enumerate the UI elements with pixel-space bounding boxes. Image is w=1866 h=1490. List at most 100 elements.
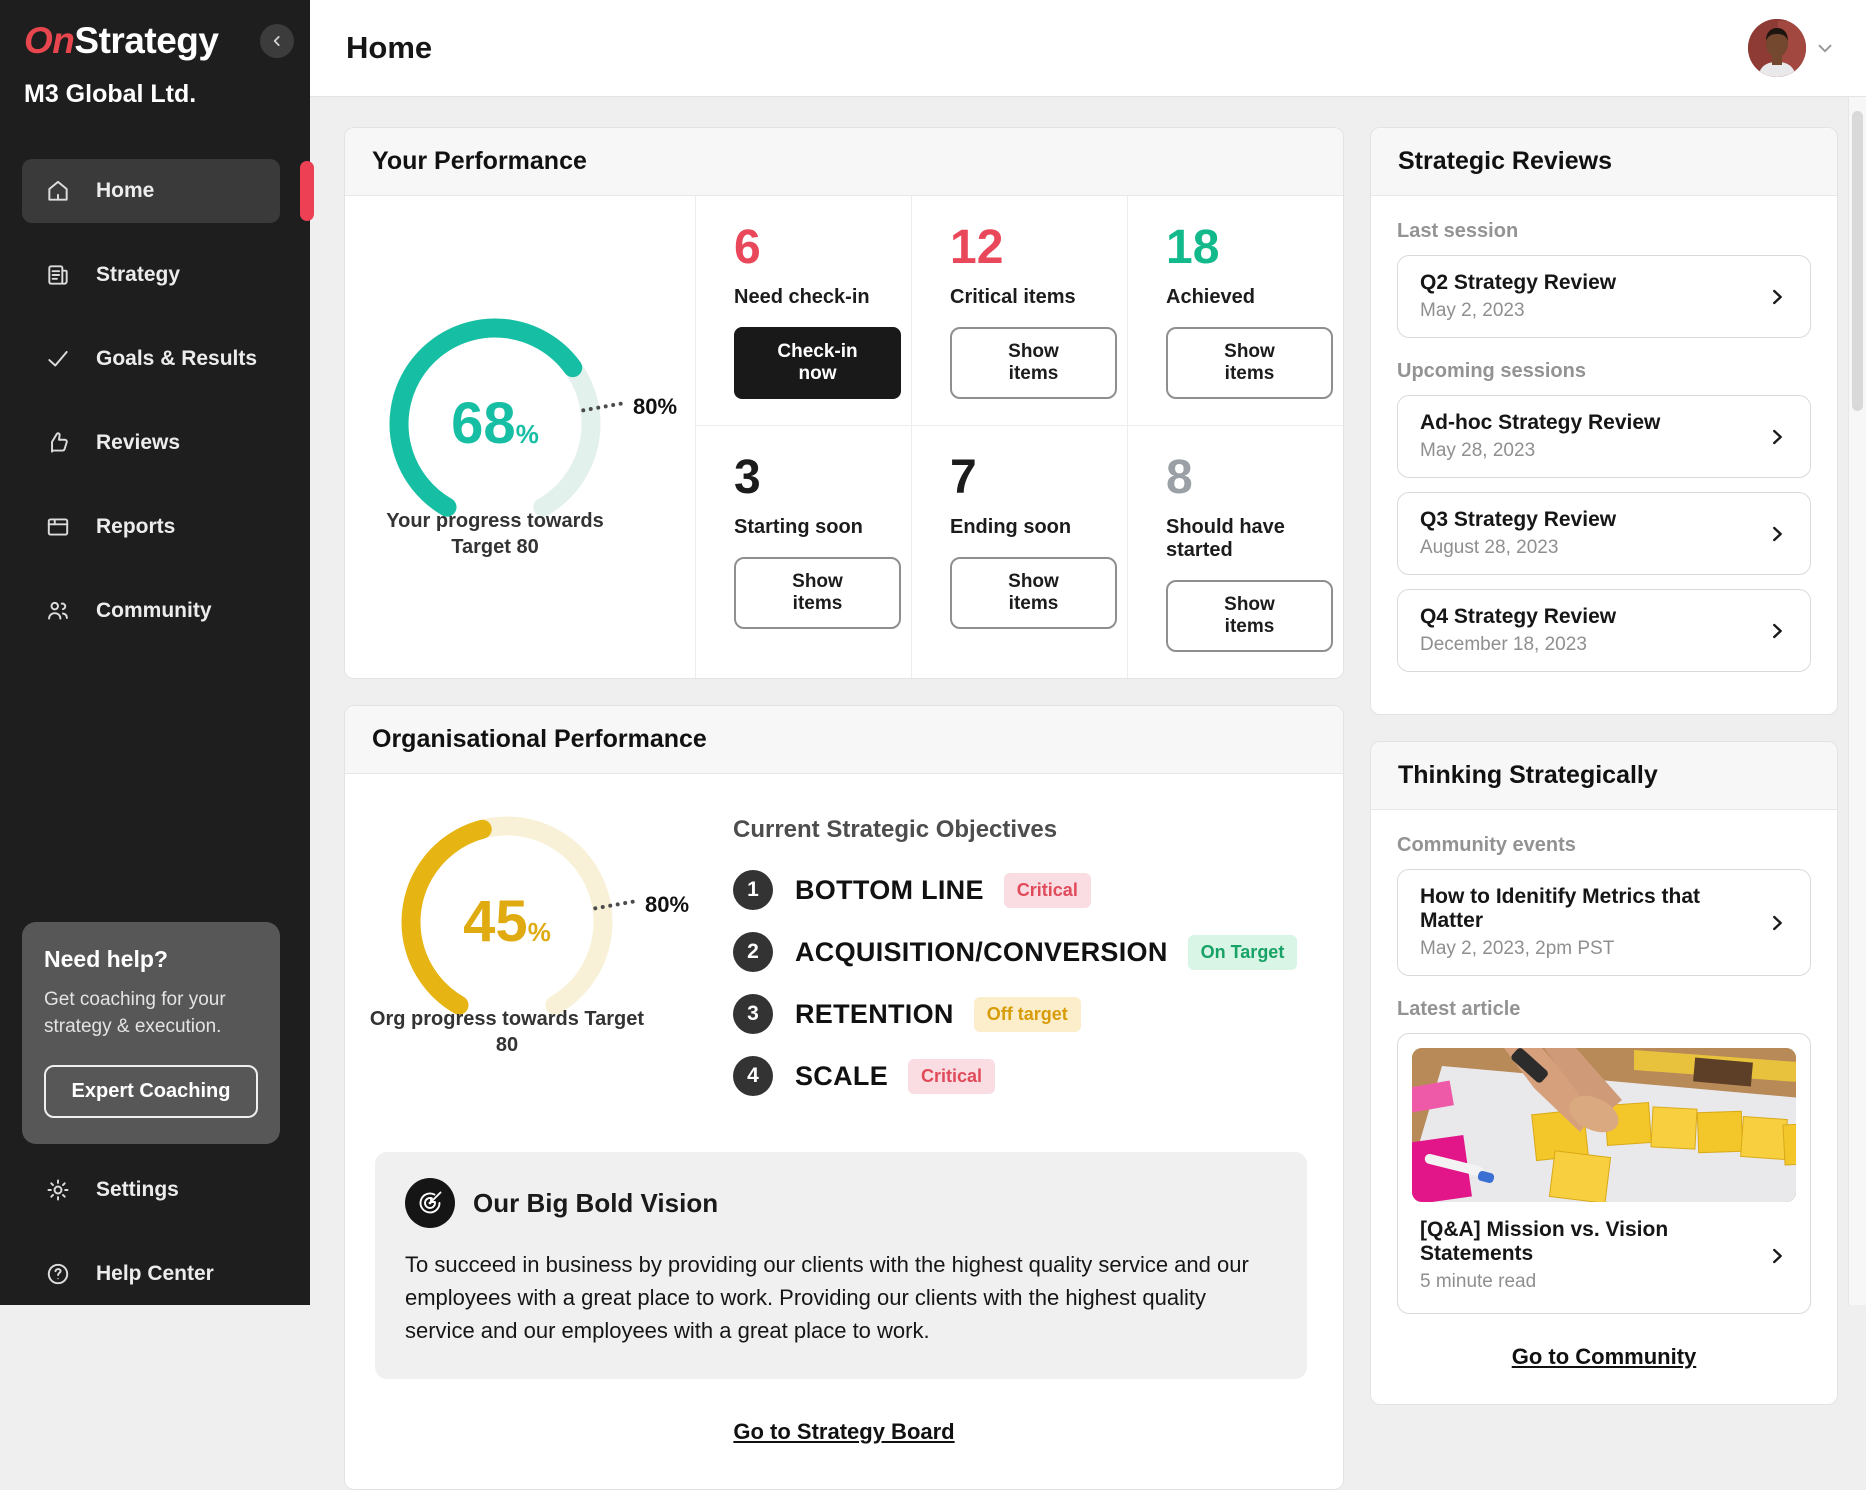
show-items-button[interactable]: Show items [734, 557, 901, 629]
sidebar-item-strategy[interactable]: Strategy [22, 243, 280, 307]
sidebar-item-home[interactable]: Home [22, 159, 314, 223]
sidebar-item-settings[interactable]: Settings [22, 1158, 280, 1222]
sidebar-item-help-center[interactable]: Help Center [22, 1242, 280, 1306]
objective-acquisition-conversion[interactable]: 2 ACQUISITION/CONVERSION On Target [733, 932, 1298, 972]
status-badge: Critical [908, 1058, 996, 1094]
company-name: M3 Global Ltd. [24, 80, 197, 108]
show-items-button[interactable]: Show items [1166, 327, 1333, 399]
go-to-community-link[interactable]: Go to Community [1511, 1344, 1697, 1369]
review-item-q4[interactable]: Q4 Strategy Review December 18, 2023 [1397, 589, 1811, 672]
chevron-right-icon [1766, 620, 1788, 642]
latest-article-label: Latest article [1397, 998, 1521, 1020]
objective-label: RETENTION [795, 998, 954, 1029]
gauge-arc [389, 318, 601, 530]
review-item-adhoc[interactable]: Ad-hoc Strategy Review May 28, 2023 [1397, 395, 1811, 478]
expert-coaching-button[interactable]: Expert Coaching [44, 1064, 258, 1118]
review-title: Q2 Strategy Review [1420, 271, 1617, 294]
vision-text: To succeed in business by providing our … [405, 1252, 1249, 1343]
strategy-icon [44, 261, 72, 289]
chevron-down-icon[interactable] [1814, 37, 1836, 59]
scrollbar-thumb[interactable] [1852, 111, 1863, 411]
gauge-arc [401, 816, 613, 1028]
logo-row: OnStrategy [0, 0, 310, 62]
show-items-button[interactable]: Show items [950, 327, 1117, 399]
sidebar-item-reports[interactable]: Reports [22, 495, 280, 559]
stat-value: 3 [734, 451, 761, 504]
org-performance-card: Organisational Performance 45 [344, 705, 1344, 1490]
need-help-title: Need help? [44, 946, 168, 972]
sidebar-item-label: Goals & Results [96, 347, 258, 370]
reports-icon [44, 513, 72, 541]
vision-head: Our Big Bold Vision [405, 1178, 1277, 1228]
status-badge: On Target [1187, 934, 1298, 970]
show-items-button[interactable]: Show items [1166, 580, 1333, 652]
review-item-text: Q2 Strategy Review May 2, 2023 [1420, 271, 1756, 322]
sidebar-bottom-nav: Settings Help Center [22, 1158, 280, 1326]
target-marker: 80% [592, 892, 733, 918]
sidebar-item-community[interactable]: Community [22, 579, 280, 643]
page-title: Home [346, 30, 433, 65]
event-date: May 2, 2023, 2pm PST [1420, 938, 1615, 959]
objective-scale[interactable]: 4 SCALE Critical [733, 1056, 1297, 1096]
show-items-button[interactable]: Show items [950, 557, 1117, 629]
home-icon [44, 177, 72, 205]
scrollbar[interactable] [1848, 97, 1866, 1305]
objective-bottom-line[interactable]: 1 BOTTOM LINE Critical [733, 870, 1297, 910]
chevron-right-icon [1766, 1245, 1788, 1267]
check-in-now-button[interactable]: Check-in now [734, 327, 901, 399]
user-menu[interactable] [1748, 19, 1836, 77]
sidebar-item-label: Reviews [96, 431, 181, 454]
gauge-value: 68 % [379, 308, 611, 540]
sidebar-item-goals-results[interactable]: Goals & Results [22, 327, 280, 391]
question-circle-icon [44, 1260, 72, 1288]
review-item-q3[interactable]: Q3 Strategy Review August 28, 2023 [1397, 492, 1811, 575]
review-title: Q3 Strategy Review [1420, 508, 1617, 531]
your-performance-body: 68 % 80% Your progress towards Target 80… [345, 196, 1343, 678]
org-progress-gauge: 45 % 80% Org progress towards Target 80 [370, 806, 689, 1068]
gauge-unit: % [527, 916, 551, 947]
event-title: How to Idenitify Metrics that Matter [1420, 885, 1701, 932]
review-item-q2[interactable]: Q2 Strategy Review May 2, 2023 [1397, 255, 1811, 338]
community-event-item[interactable]: How to Idenitify Metrics that Matter May… [1397, 869, 1811, 976]
content: Your Performance 68 [310, 97, 1866, 1490]
article-read-time: 5 minute read [1420, 1271, 1537, 1292]
review-item-text: Q4 Strategy Review December 18, 2023 [1420, 605, 1756, 656]
review-date: May 28, 2023 [1420, 440, 1536, 461]
review-title: Ad-hoc Strategy Review [1420, 411, 1661, 434]
status-badge: Critical [1003, 872, 1091, 908]
sidebar-item-label: Strategy [96, 263, 181, 286]
objective-number: 4 [733, 1056, 773, 1096]
article-card[interactable]: [Q&A] Mission vs. Vision Statements 5 mi… [1397, 1033, 1811, 1314]
sidebar-collapse-button[interactable] [260, 24, 294, 58]
article-image [1412, 1048, 1796, 1202]
upcoming-sessions-label: Upcoming sessions [1397, 360, 1586, 382]
event-item-text: How to Idenitify Metrics that Matter May… [1420, 885, 1756, 960]
sticky-notes-photo [1412, 1048, 1796, 1202]
review-item-text: Q3 Strategy Review August 28, 2023 [1420, 508, 1756, 559]
community-link-row: Go to Community [1397, 1344, 1811, 1370]
your-performance-title: Your Performance [345, 128, 1343, 196]
thinking-strategically-body: Community events How to Idenitify Metric… [1371, 810, 1837, 1404]
stat-label: Ending soon [950, 516, 1072, 538]
stat-label: Critical items [950, 286, 1076, 308]
stat-value: 12 [950, 221, 1004, 274]
article-text: [Q&A] Mission vs. Vision Statements 5 mi… [1420, 1218, 1756, 1293]
avatar[interactable] [1748, 19, 1806, 77]
gauge-caption: Org progress towards Target 80 [369, 1008, 645, 1057]
gauge-caption: Your progress towards Target 80 [386, 510, 604, 559]
stat-should-have-started: 8 Should have started Show items [1127, 425, 1343, 678]
strategic-objectives: Current Strategic Objectives 1 BOTTOM LI… [733, 806, 1298, 1118]
dotted-line [580, 401, 624, 413]
strategic-reviews-title: Strategic Reviews [1371, 128, 1837, 196]
sidebar-item-reviews[interactable]: Reviews [22, 411, 280, 475]
stat-value: 18 [1166, 221, 1220, 274]
gauge-value: 45 % [391, 806, 623, 1038]
stat-value: 7 [950, 451, 977, 504]
objective-retention[interactable]: 3 RETENTION Off target [733, 994, 1297, 1034]
target-marker: 80% [580, 394, 721, 420]
go-to-strategy-board-link[interactable]: Go to Strategy Board [733, 1419, 955, 1444]
sidebar-nav: Home Strategy Goals & Results Reviews Re… [0, 159, 314, 643]
your-progress-gauge: 68 % 80% Your progress towards Target 80 [379, 308, 677, 570]
target-label: 80% [633, 394, 678, 419]
stat-value: 8 [1166, 451, 1193, 504]
